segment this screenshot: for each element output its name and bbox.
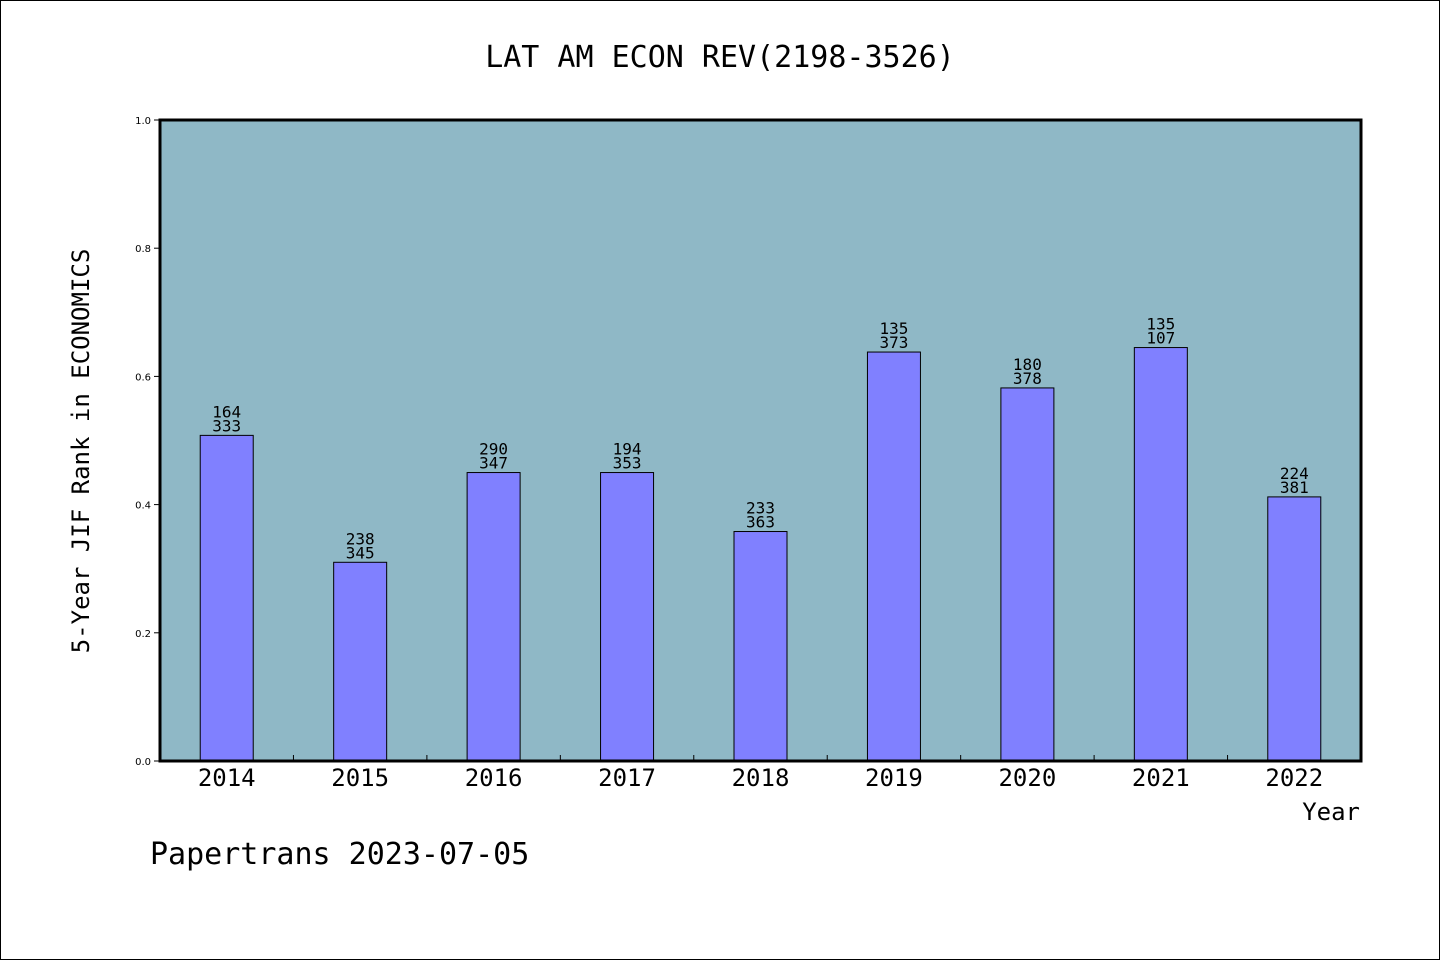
y-tick-label: 0.4	[135, 501, 151, 512]
bar-label-bottom: 381	[1280, 478, 1309, 497]
bar-2018	[733, 531, 788, 762]
x-tick-label: 2022	[1265, 764, 1323, 792]
bar-2020	[1000, 387, 1055, 762]
x-tick-label: 2021	[1132, 764, 1190, 792]
x-tick-label: 2019	[865, 764, 923, 792]
ticks-group: 2014 2015 2016 2017 2018 2019 2020 2021 2022 0.0 0…	[135, 116, 1323, 792]
y-tick-label: 0.0	[135, 757, 151, 768]
bar-label-top: 224	[1280, 464, 1309, 483]
bar-2014	[199, 434, 254, 762]
y-tick-label: 0.2	[135, 629, 151, 640]
bar-label-bottom: 378	[1013, 369, 1042, 388]
bar-2022	[1267, 496, 1322, 762]
bar-label-top: 180	[1013, 355, 1042, 374]
bar-2016	[466, 472, 521, 762]
x-tick-label: 2015	[331, 764, 389, 792]
chart-title: LAT AM ECON REV(2198-3526)	[485, 40, 955, 75]
bars-group: 1643332383452903471943532333631353731803…	[199, 315, 1322, 762]
bar-label-top: 233	[746, 499, 775, 518]
x-tick-label: 2014	[198, 764, 256, 792]
x-axis-label: Year	[1302, 798, 1360, 826]
bar-label-bottom: 373	[879, 333, 908, 352]
y-tick-label: 0.8	[135, 244, 151, 255]
bar-label-bottom: 353	[613, 454, 642, 473]
bar-label-top: 135	[1146, 315, 1175, 334]
bar-label-bottom: 345	[346, 543, 375, 562]
plot-border	[158, 118, 1363, 763]
bar-label-top: 164	[212, 402, 241, 421]
x-tick-label: 2016	[465, 764, 523, 792]
footer-text: Papertrans 2023-07-05	[150, 837, 529, 872]
bar-2015	[333, 561, 388, 762]
bar-label-bottom: 333	[212, 416, 241, 435]
y-tick-label: 0.6	[135, 372, 151, 383]
bar-label-top: 290	[479, 440, 508, 459]
x-tick-label: 2020	[998, 764, 1056, 792]
x-tick-label: 2017	[598, 764, 656, 792]
bar-label-bottom: 107	[1146, 329, 1175, 348]
bar-label-top: 238	[346, 529, 375, 548]
y-tick-label: 1.0	[135, 116, 151, 127]
bar-label-top: 194	[613, 440, 642, 459]
bar-label-bottom: 363	[746, 513, 775, 532]
bar-2017	[600, 472, 655, 762]
x-tick-label: 2018	[732, 764, 790, 792]
bar-2019	[866, 351, 921, 762]
bar-label-top: 135	[879, 319, 908, 338]
bar-2021	[1133, 347, 1188, 762]
y-axis-label: 5-Year JIF Rank in ECONOMICS	[67, 249, 95, 654]
bar-label-bottom: 347	[479, 454, 508, 473]
